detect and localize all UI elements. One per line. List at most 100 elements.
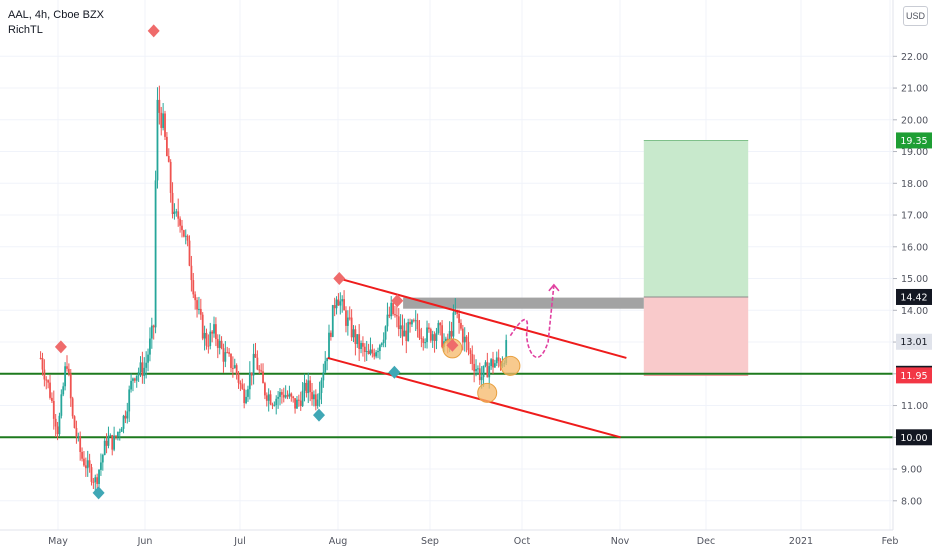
candle-body	[220, 340, 223, 349]
candle-body	[49, 382, 51, 398]
candle-body	[280, 392, 283, 395]
price-badge-label: 10.00	[900, 433, 927, 444]
y-tick-label: 16.00	[901, 242, 928, 253]
pivot-low-marker	[313, 408, 325, 422]
candle-body	[133, 378, 136, 381]
candle-body	[205, 332, 208, 346]
candle-body	[269, 394, 272, 405]
candle-body	[224, 352, 227, 362]
candle-body	[173, 211, 176, 215]
candle-body	[331, 305, 334, 337]
y-tick-label: 11.00	[901, 401, 928, 412]
candle-body	[250, 372, 253, 376]
candle-body	[341, 299, 344, 302]
candle-body	[279, 392, 281, 397]
candle-body	[147, 354, 149, 363]
candle-body	[343, 299, 345, 311]
candle-body	[88, 460, 91, 468]
candle-body	[394, 314, 396, 316]
y-tick-label: 15.00	[901, 274, 928, 285]
candle-body	[254, 353, 257, 358]
candle-body	[416, 320, 419, 330]
x-tick-label: Jul	[233, 536, 245, 547]
candle-body	[493, 363, 496, 368]
candle-body	[356, 334, 359, 345]
candle-body	[371, 349, 374, 353]
candle-body	[47, 380, 50, 383]
pivot-low-marker	[92, 486, 105, 500]
candle-body	[116, 432, 119, 437]
loss-zone	[643, 296, 749, 376]
drawings	[327, 277, 627, 439]
candle-body	[45, 379, 48, 381]
candle-body	[322, 372, 325, 381]
candle-body	[386, 314, 389, 327]
x-tick-label: Nov	[611, 536, 630, 547]
candle-body	[226, 352, 229, 354]
candle-body	[211, 331, 214, 334]
candle-body	[303, 382, 306, 391]
candle-body	[311, 392, 313, 400]
price-badge-label: 19.35	[900, 136, 927, 147]
currency-button[interactable]: USD	[903, 6, 928, 26]
candle-body	[499, 361, 502, 367]
candle-body	[365, 351, 368, 353]
candle-body	[137, 372, 140, 376]
candle-body	[426, 327, 428, 343]
candle-body	[64, 366, 67, 387]
candle-body	[495, 357, 498, 364]
candle-body	[284, 395, 287, 398]
candle-body	[196, 300, 198, 310]
candle-body	[52, 400, 55, 419]
y-tick-label: 17.00	[901, 211, 928, 222]
candle-body	[482, 365, 485, 378]
candle-body	[352, 329, 355, 338]
candle-body	[128, 389, 131, 412]
candle-body	[348, 317, 351, 319]
candle-body	[335, 299, 338, 309]
candle-body	[264, 383, 266, 396]
candle-body	[156, 99, 159, 181]
y-tick-label: 19.00	[901, 147, 928, 158]
candle-body	[135, 375, 138, 381]
candle-body	[441, 325, 444, 347]
y-tick-label: 9.00	[901, 465, 922, 476]
candle-body	[203, 332, 206, 339]
candle-body	[81, 451, 83, 459]
x-tick-label: 2021	[789, 536, 813, 547]
candle-body	[215, 324, 217, 340]
candle-body	[363, 346, 366, 352]
candle-body	[84, 465, 87, 469]
candle-body	[488, 366, 491, 378]
candle-body	[113, 435, 116, 450]
candle-body	[467, 341, 470, 351]
candle-body	[346, 317, 349, 326]
x-tick-label: Oct	[514, 536, 531, 547]
candle-body	[318, 392, 321, 400]
candle-body	[299, 400, 302, 407]
candles	[39, 85, 508, 494]
candle-body	[241, 384, 244, 389]
y-tick-label: 20.00	[901, 115, 928, 126]
projection-arrowhead	[548, 283, 560, 292]
candle-body	[218, 340, 221, 348]
candle-body	[475, 368, 477, 372]
candle-body	[418, 329, 421, 339]
pivot-high-marker	[333, 272, 346, 286]
candle-body	[41, 358, 44, 370]
candle-body	[397, 316, 400, 330]
candle-body	[320, 380, 323, 393]
candle-body	[294, 398, 296, 409]
candle-body	[297, 399, 300, 401]
candle-body	[375, 352, 378, 357]
candle-body	[186, 235, 189, 241]
candle-body	[171, 192, 174, 215]
candle-body	[403, 330, 406, 337]
price-badge	[896, 132, 932, 149]
candle-body	[79, 436, 82, 452]
candle-body	[124, 415, 127, 419]
price-badge-label: 14.42	[900, 292, 927, 303]
highlight-circle	[477, 382, 498, 403]
projection-path	[509, 284, 555, 359]
